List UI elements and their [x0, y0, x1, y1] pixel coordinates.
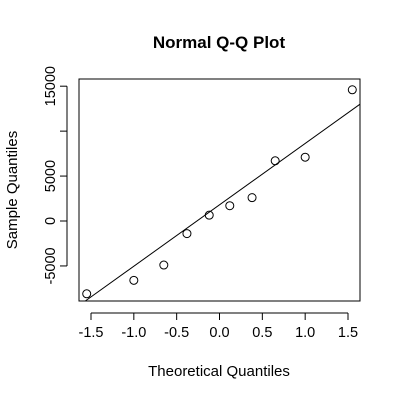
plot-frame: [78, 78, 361, 302]
reference-line: [84, 103, 361, 302]
data-point: [225, 201, 235, 211]
data-point: [347, 85, 357, 95]
data-point: [159, 260, 169, 270]
y-tick-label: -5000: [43, 247, 59, 284]
y-axis: -5000 0 5000 15000: [43, 66, 68, 284]
x-tick-label: -0.5: [164, 325, 189, 341]
y-tick-label: 5000: [43, 160, 59, 192]
y-tick-label: 0: [43, 217, 59, 225]
data-point: [182, 229, 192, 239]
x-tick-label: 0.0: [209, 325, 229, 341]
data-point: [247, 193, 257, 203]
x-axis: -1.5 -1.0 -0.5 0.0 0.5 1.0 1.5: [78, 312, 358, 341]
x-tick-label: 1.0: [295, 325, 315, 341]
chart-title: Normal Q-Q Plot: [153, 33, 286, 52]
x-tick-label: 1.5: [338, 325, 358, 341]
x-axis-label: Theoretical Quantiles: [148, 363, 290, 380]
data-point: [129, 275, 139, 285]
data-point: [270, 156, 280, 166]
points-layer: [82, 85, 357, 299]
x-tick-label: -1.5: [78, 325, 103, 341]
data-point: [204, 210, 214, 220]
data-point: [300, 152, 310, 162]
data-point: [82, 289, 92, 299]
y-tick-label: 15000: [43, 66, 59, 106]
y-axis-label: Sample Quantiles: [4, 131, 21, 249]
x-tick-label: 0.5: [252, 325, 272, 341]
x-tick-label: -1.0: [121, 325, 146, 341]
